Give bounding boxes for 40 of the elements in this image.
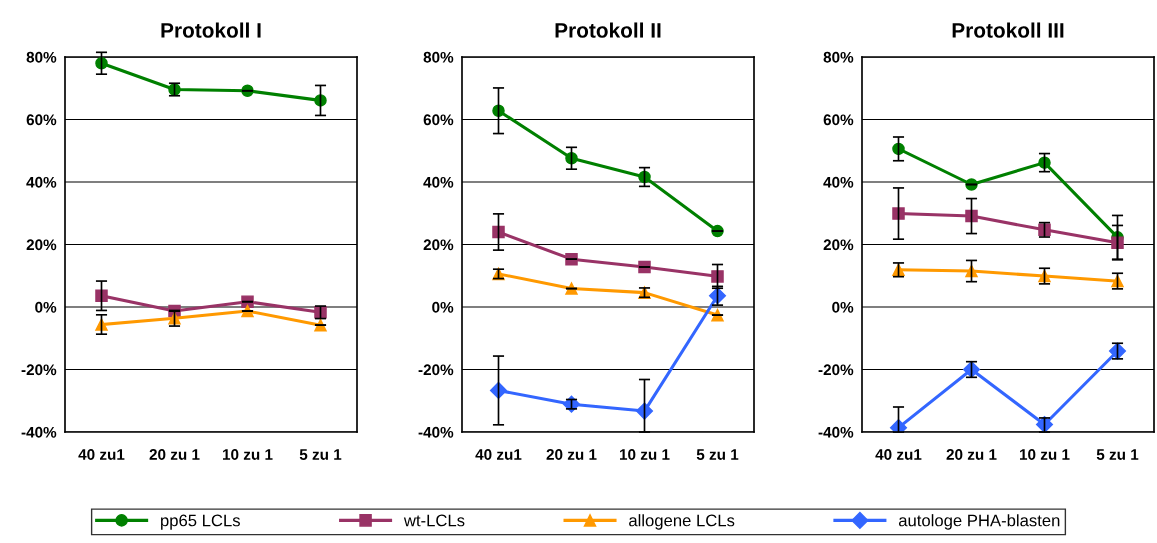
chart-title: Protokoll II <box>555 22 661 38</box>
legend-label: pp65 LCLs <box>161 514 240 530</box>
x-tick-label: 10 zu 1 <box>619 449 670 460</box>
y-tick-label: 40% <box>823 176 854 188</box>
x-tick-label: 20 zu 1 <box>149 449 200 460</box>
y-tick-label: 40% <box>26 176 57 188</box>
y-tick-label: 0% <box>35 301 57 313</box>
y-tick-label: 60% <box>423 114 454 126</box>
x-tick-label: 10 zu 1 <box>1019 449 1070 460</box>
chart-title: Protokoll I <box>161 22 261 38</box>
legend-label: allogene LCLs <box>629 514 735 530</box>
x-tick-label: 40 zu1 <box>78 449 125 460</box>
x-tick-label: 40 zu1 <box>875 449 922 460</box>
y-tick-label: 60% <box>26 114 57 126</box>
y-tick-label: 0% <box>832 301 854 313</box>
y-tick-label: 60% <box>823 114 854 126</box>
x-tick-label: 40 zu1 <box>475 449 522 460</box>
y-tick-label: 80% <box>26 51 57 63</box>
chart-title: Protokoll III <box>952 22 1064 38</box>
legend-label: wt-LCLs <box>403 514 465 527</box>
y-tick-label: -40% <box>818 426 854 438</box>
legend-label: autologe PHA-blasten <box>898 514 1060 530</box>
x-tick-label: 5 zu 1 <box>696 449 739 460</box>
y-tick-label: 80% <box>823 51 854 63</box>
y-tick-label: 20% <box>823 239 854 251</box>
x-tick-label: 20 zu 1 <box>546 449 597 460</box>
y-tick-label: -20% <box>418 364 454 376</box>
y-tick-label: 20% <box>26 239 57 251</box>
x-tick-label: 5 zu 1 <box>1096 449 1139 460</box>
y-tick-label: 80% <box>423 51 454 63</box>
x-tick-label: 5 zu 1 <box>299 449 342 460</box>
y-tick-label: 0% <box>432 301 454 313</box>
y-tick-label: -20% <box>818 364 854 376</box>
x-tick-label: 10 zu 1 <box>222 449 273 460</box>
y-tick-label: 20% <box>423 239 454 251</box>
y-tick-label: -40% <box>418 426 454 438</box>
x-tick-label: 20 zu 1 <box>946 449 997 460</box>
y-tick-label: -20% <box>21 364 57 376</box>
y-tick-label: -40% <box>21 426 57 438</box>
y-tick-label: 40% <box>423 176 454 188</box>
